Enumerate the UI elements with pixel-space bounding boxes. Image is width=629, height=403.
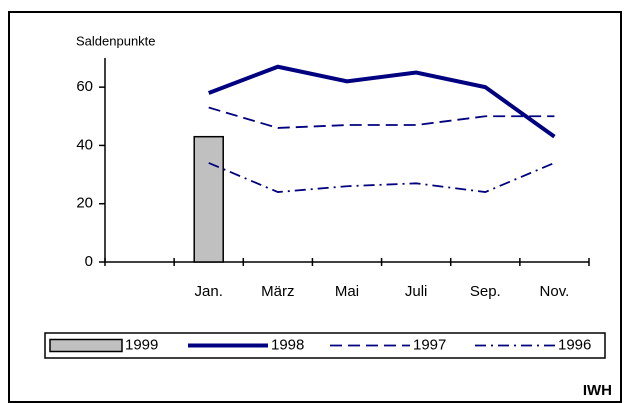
series-line [208, 106, 555, 129]
series-line [208, 162, 555, 193]
legend-box [44, 332, 606, 359]
x-tick-label: Jan. [195, 283, 223, 300]
legend-label: 1999 [125, 336, 158, 353]
x-tick-label: Juli [405, 283, 428, 300]
x-tick-label: Nov. [540, 283, 570, 300]
x-tick-label: Mai [335, 283, 359, 300]
y-tick-label: 60 [76, 78, 93, 95]
legend-label: 1997 [413, 336, 446, 353]
y-tick-label: 20 [76, 195, 93, 212]
legend-swatch [49, 338, 123, 353]
legend-label: 1998 [271, 336, 304, 353]
chart-border [8, 11, 622, 403]
series-line [208, 64, 556, 139]
x-tick-label: Sep. [470, 283, 501, 300]
y-tick-label: 40 [76, 136, 93, 153]
y-axis-label: Saldenpunkte [76, 33, 156, 48]
legend-label: 1996 [558, 336, 591, 353]
x-tick-label: März [261, 283, 294, 300]
bar [193, 135, 224, 263]
y-tick-label: 0 [85, 253, 93, 270]
source-label: IWH [583, 382, 612, 399]
